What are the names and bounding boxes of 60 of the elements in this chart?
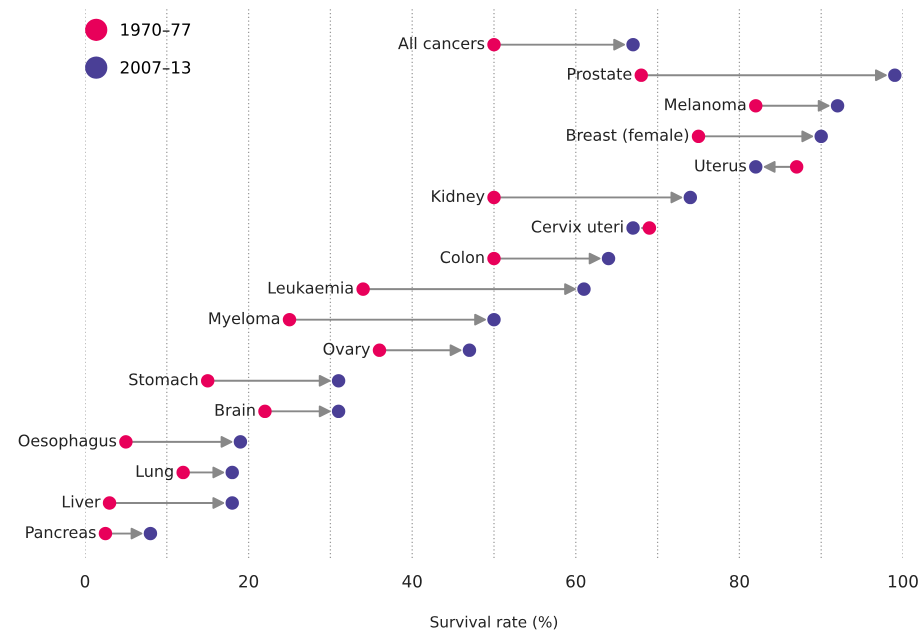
point — [487, 38, 501, 52]
point — [234, 435, 248, 449]
x-tick-label: 0 — [80, 574, 90, 588]
y-tick-label: All cancers — [398, 36, 484, 50]
point — [684, 190, 698, 204]
point — [226, 496, 239, 510]
point — [602, 252, 616, 266]
point — [626, 38, 640, 52]
point — [749, 160, 762, 174]
y-tick-label: Lung — [136, 465, 173, 480]
point — [790, 160, 804, 174]
point — [226, 466, 239, 480]
point — [577, 282, 591, 296]
y-tick-label: Leukaemia — [268, 281, 353, 294]
x-tick-label: 20 — [239, 574, 258, 588]
point — [626, 221, 640, 235]
point — [692, 130, 706, 144]
point — [888, 68, 902, 82]
y-tick-label: Myeloma — [209, 312, 280, 328]
y-tick-label: Liver — [62, 495, 101, 508]
point — [642, 221, 656, 235]
point — [200, 374, 214, 388]
y-tick-label: Melanoma — [665, 98, 746, 110]
y-tick-label: Cervix uteri — [532, 220, 623, 233]
point — [634, 68, 648, 82]
point — [176, 466, 190, 480]
point — [462, 344, 476, 357]
x-tick-label: 60 — [566, 574, 586, 588]
y-tick-label: Brain — [216, 404, 255, 416]
point — [119, 435, 133, 449]
y-tick-label: Stomach — [129, 373, 198, 386]
legend-label: 2007–13 — [120, 61, 190, 74]
point — [830, 99, 844, 112]
y-tick-label: Oesophagus — [18, 434, 116, 450]
y-tick-label: Breast (female) — [567, 128, 688, 143]
y-tick-label: Ovary — [324, 342, 370, 358]
point — [102, 496, 116, 510]
point — [814, 130, 828, 144]
y-tick-label: Colon — [440, 250, 484, 264]
point — [144, 526, 158, 540]
x-tick-label: 100 — [888, 574, 918, 588]
point — [98, 526, 112, 540]
x-tick-label: 40 — [402, 574, 422, 588]
y-tick-label: Prostate — [568, 68, 632, 80]
point — [332, 404, 346, 418]
point — [749, 99, 762, 112]
point — [282, 312, 296, 326]
point — [487, 190, 501, 204]
point — [487, 312, 501, 326]
legend-label: 1970–77 — [121, 23, 190, 36]
point — [372, 344, 386, 357]
x-axis-title: Survival rate (%) — [430, 616, 558, 630]
point — [258, 404, 272, 418]
y-tick-label: Uterus — [695, 160, 746, 172]
x-tick-label: 80 — [730, 574, 749, 588]
point — [332, 374, 346, 388]
point — [487, 252, 501, 266]
point — [356, 282, 370, 296]
y-tick-label: Kidney — [432, 190, 485, 206]
y-tick-label: Pancreas — [26, 526, 96, 538]
